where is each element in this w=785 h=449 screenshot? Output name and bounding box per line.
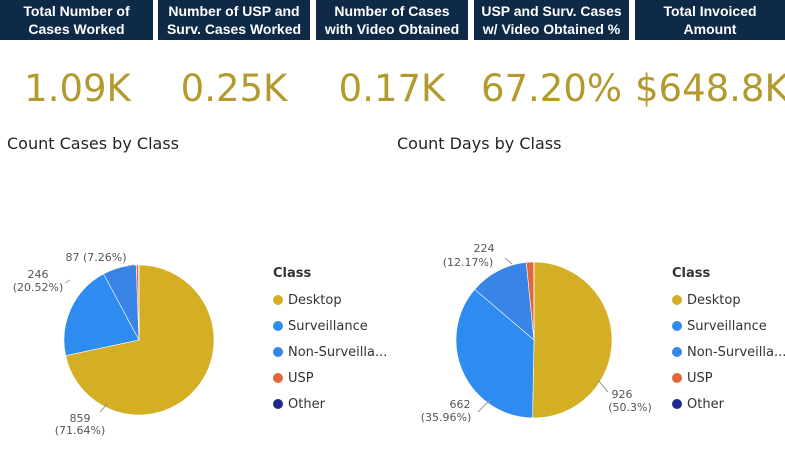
legend-title: Class — [273, 266, 312, 281]
data-label: (35.96%) — [421, 411, 472, 424]
data-label: 87 (7.26%) — [65, 251, 126, 264]
legend-item[interactable]: Surveillance — [672, 313, 785, 339]
pie-slice-desktop[interactable] — [65, 264, 215, 416]
data-label: 926 — [612, 388, 633, 401]
data-label: 662 — [450, 398, 471, 411]
legend-title: Class — [672, 266, 711, 281]
leader-line — [477, 399, 491, 413]
legend-item[interactable]: Desktop — [273, 287, 387, 313]
legend-label: Surveillance — [687, 318, 767, 334]
legend-marker — [273, 295, 283, 305]
legend-marker — [273, 373, 283, 383]
data-label: 246 — [28, 268, 49, 281]
legend-label: Surveillance — [288, 318, 368, 334]
legend-item[interactable]: Other — [273, 391, 387, 417]
legend-marker — [672, 373, 682, 383]
legend-item[interactable]: Desktop — [672, 287, 785, 313]
leader-line — [99, 402, 109, 413]
data-label: 224 — [474, 242, 495, 255]
data-label: (20.52%) — [13, 281, 64, 294]
kpi-value-usp-surv-cases: 0.25K — [180, 67, 288, 110]
pie-slice-surveillance[interactable] — [63, 273, 140, 357]
data-label: (12.17%) — [443, 256, 494, 269]
kpi-title-video-pct: USP and Surv. Cases w/ Video Obtained % — [474, 0, 629, 40]
leader-line — [127, 264, 135, 267]
leader-line — [64, 279, 71, 284]
legend-marker — [273, 347, 283, 357]
legend-marker — [672, 347, 682, 357]
legend-marker — [672, 295, 682, 305]
kpi-title-cases-video: Number of Cases with Video Obtained — [316, 0, 468, 40]
chart-title-cases: Count Cases by Class — [7, 134, 179, 153]
kpi-title-total-cases: Total Number of Cases Worked — [0, 0, 153, 40]
pie-days: 926(50.3%) 662(35.96%) 224(12.17%) — [421, 242, 652, 424]
legend-label: Other — [288, 396, 325, 412]
pie-slice-desktop[interactable] — [532, 261, 613, 419]
legend-item[interactable]: USP — [273, 365, 387, 391]
pie-cases: 859(71.64%) 246(20.52%) 87 (7.26%) — [13, 251, 215, 437]
data-label: (50.3%) — [608, 401, 652, 414]
kpi-value-video-pct: 67.20% — [480, 67, 623, 110]
legend-item[interactable]: Non-Surveilla... — [273, 339, 387, 365]
legend-marker — [672, 399, 682, 409]
kpi-value-invoiced: $648.8K — [635, 67, 785, 110]
legend-label: USP — [687, 370, 713, 386]
legend-cases: Class Desktop Surveillance Non-Surveilla..… — [273, 266, 387, 417]
pie-slice-non-surveillance[interactable] — [474, 262, 535, 341]
legend-item[interactable]: Other — [672, 391, 785, 417]
legend-marker — [273, 399, 283, 409]
legend-item[interactable]: USP — [672, 365, 785, 391]
legend-label: Desktop — [687, 292, 741, 308]
kpi-value-cases-video: 0.17K — [338, 67, 446, 110]
legend-label: Other — [687, 396, 724, 412]
legend-marker — [672, 321, 682, 331]
pie-slice-surveillance[interactable] — [455, 288, 535, 419]
legend-label: Non-Surveilla... — [687, 344, 785, 360]
kpi-title-invoiced: Total Invoiced Amount — [635, 0, 785, 40]
kpi-value-total-cases: 1.09K — [24, 67, 131, 110]
legend-item[interactable]: Surveillance — [273, 313, 387, 339]
leader-line — [504, 257, 513, 265]
legend-label: Desktop — [288, 292, 342, 308]
leader-line — [597, 379, 609, 393]
legend-label: Non-Surveilla... — [288, 344, 388, 360]
kpi-title-usp-surv-cases: Number of USP and Surv. Cases Worked — [158, 0, 310, 40]
legend-label: USP — [288, 370, 314, 386]
legend-item[interactable]: Non-Surveilla... — [672, 339, 785, 365]
data-label: 859 — [70, 412, 91, 425]
legend-days: Class Desktop Surveillance Non-Surveilla..… — [672, 266, 785, 417]
legend-marker — [273, 321, 283, 331]
data-label: (71.64%) — [55, 424, 106, 437]
chart-title-days: Count Days by Class — [397, 134, 562, 153]
